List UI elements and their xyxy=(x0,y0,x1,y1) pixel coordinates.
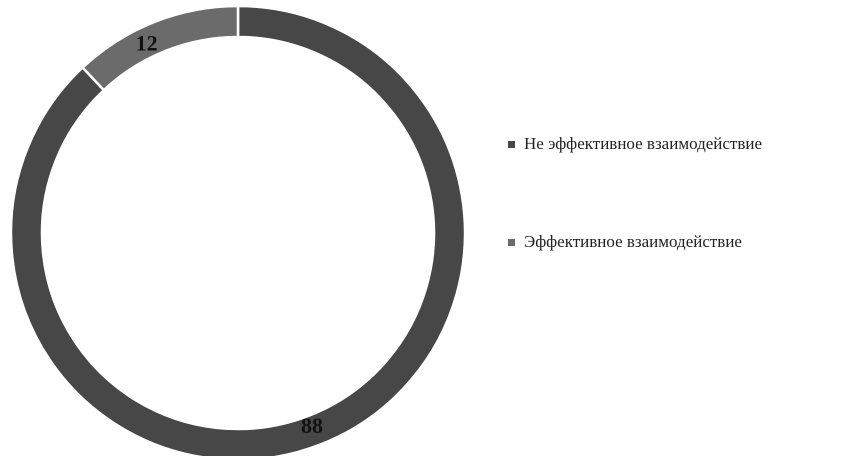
legend-item-ineffective: Не эффективное взаимодействие xyxy=(508,129,762,159)
legend-label-ineffective: Не эффективное взаимодействие xyxy=(524,134,763,153)
chart-legend: Не эффективное взаимодействие Эффективно… xyxy=(508,129,762,257)
data-label-effective: 12 xyxy=(136,30,158,55)
legend-item-effective: Эффективное взаимодействие xyxy=(508,227,762,257)
legend-swatch-ineffective xyxy=(508,140,515,148)
slice-ineffective xyxy=(9,4,467,456)
slice-effective xyxy=(80,4,240,92)
legend-label-effective: Эффективное взаимодействие xyxy=(524,232,742,251)
legend-swatch-effective xyxy=(508,238,515,246)
data-labels: 88 12 xyxy=(136,30,323,438)
data-label-ineffective: 88 xyxy=(301,413,323,438)
donut-slices xyxy=(9,4,467,456)
